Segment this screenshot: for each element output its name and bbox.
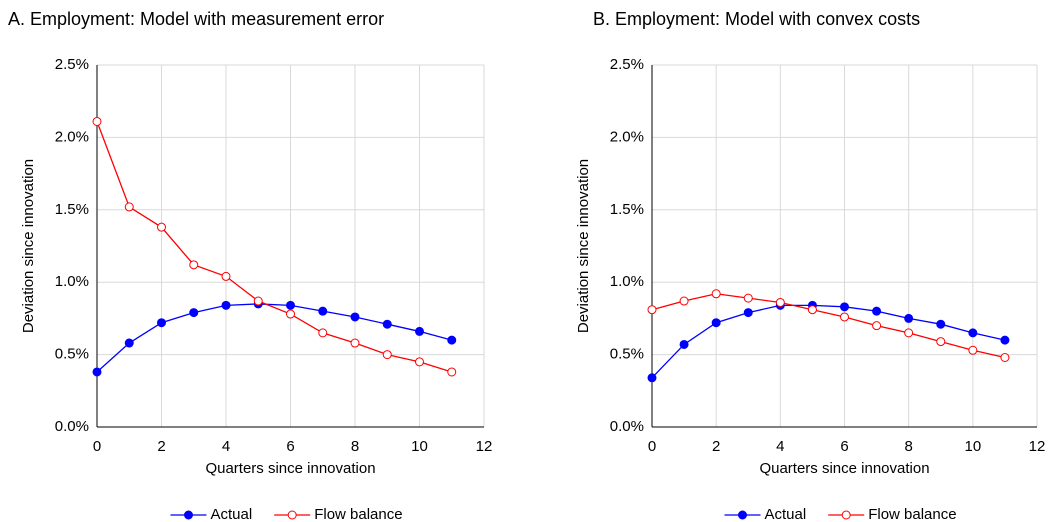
data-point (807, 305, 817, 315)
data-point (743, 308, 753, 318)
y-tick-label: 2.5% (610, 56, 644, 73)
y-tick-label: 0.0% (55, 418, 89, 435)
data-point (253, 296, 263, 306)
y-tick-label: 1.5% (610, 201, 644, 218)
chart-title: A. Employment: Model with measurement er… (8, 9, 384, 29)
legend-marker (738, 510, 747, 520)
y-axis-label: Deviation since innovation (575, 159, 592, 333)
y-axis-label: Deviation since innovation (20, 159, 37, 333)
series-line (96, 303, 452, 373)
x-axis-label: Quarters since innovation (759, 460, 929, 477)
y-tick-label: 1.0% (55, 273, 89, 290)
x-tick-label: 6 (840, 438, 848, 455)
data-point (318, 306, 328, 316)
legend-marker (184, 510, 193, 520)
y-tick-label: 2.5% (55, 56, 89, 73)
data-point (318, 328, 328, 338)
x-tick-label: 10 (411, 438, 428, 455)
data-point (157, 318, 166, 328)
data-point (743, 293, 753, 303)
legend: Actual Flow balance (170, 506, 403, 522)
data-point (872, 321, 882, 331)
x-tick-label: 4 (776, 438, 784, 455)
data-point (1000, 335, 1010, 345)
x-tick-label: 2 (157, 438, 165, 455)
x-axis-label: Quarters since innovation (205, 460, 375, 477)
data-point (840, 302, 849, 312)
x-tick-label: 8 (904, 438, 912, 455)
data-point (92, 116, 102, 126)
y-tick-label: 0.5% (55, 346, 89, 363)
data-point (647, 373, 657, 383)
data-point (382, 319, 392, 329)
data-point (124, 202, 134, 212)
x-tick-label: 12 (476, 438, 493, 455)
data-point (157, 222, 166, 232)
chart: B. Employment: Model with convex costs 0.… (575, 9, 1045, 522)
data-point (124, 338, 134, 348)
data-point (189, 308, 199, 318)
series-line (651, 293, 1006, 359)
chart: A. Employment: Model with measurement er… (8, 9, 492, 522)
x-tick-label: 2 (712, 438, 720, 455)
series-line (96, 121, 452, 373)
data-point (286, 309, 295, 319)
x-tick-label: 10 (964, 438, 981, 455)
data-point (1000, 352, 1010, 362)
data-point (221, 300, 231, 310)
data-point (936, 319, 946, 329)
legend-marker (841, 510, 851, 520)
x-tick-label: 6 (286, 438, 294, 455)
legend-label: Flow balance (868, 506, 956, 522)
x-tick-label: 4 (222, 438, 230, 455)
legend: Actual Flow balance (724, 506, 957, 522)
data-point (447, 367, 457, 377)
y-tick-label: 0.0% (610, 418, 644, 435)
x-tick-label: 0 (648, 438, 656, 455)
data-point (189, 260, 199, 270)
data-point (350, 312, 360, 322)
data-point (92, 367, 102, 377)
x-tick-label: 0 (93, 438, 101, 455)
data-point (382, 350, 392, 360)
data-point (286, 300, 295, 310)
data-point (447, 335, 457, 345)
data-point (647, 305, 657, 315)
data-point (679, 339, 689, 349)
chart-title: B. Employment: Model with convex costs (593, 9, 920, 29)
y-tick-label: 1.5% (55, 201, 89, 218)
data-point (904, 328, 914, 338)
legend-label: Flow balance (314, 506, 402, 522)
data-point (711, 289, 721, 299)
legend-marker (287, 510, 297, 520)
y-tick-label: 2.0% (610, 128, 644, 145)
legend-label: Actual (765, 506, 807, 522)
y-tick-label: 1.0% (610, 273, 644, 290)
data-point (221, 271, 231, 281)
legend-label: Actual (211, 506, 253, 522)
data-point (679, 296, 689, 306)
x-tick-label: 8 (351, 438, 359, 455)
x-tick-label: 12 (1029, 438, 1046, 455)
data-point (775, 297, 785, 307)
data-point (840, 312, 849, 322)
data-point (936, 337, 946, 347)
data-point (904, 313, 914, 323)
data-point (968, 345, 978, 355)
data-point (711, 318, 721, 328)
y-tick-label: 2.0% (55, 128, 89, 145)
data-point (872, 306, 882, 316)
series-line (651, 304, 1006, 379)
data-point (968, 328, 978, 338)
data-point (415, 357, 424, 367)
y-tick-label: 0.5% (610, 346, 644, 363)
data-point (350, 338, 360, 348)
data-point (415, 326, 424, 336)
